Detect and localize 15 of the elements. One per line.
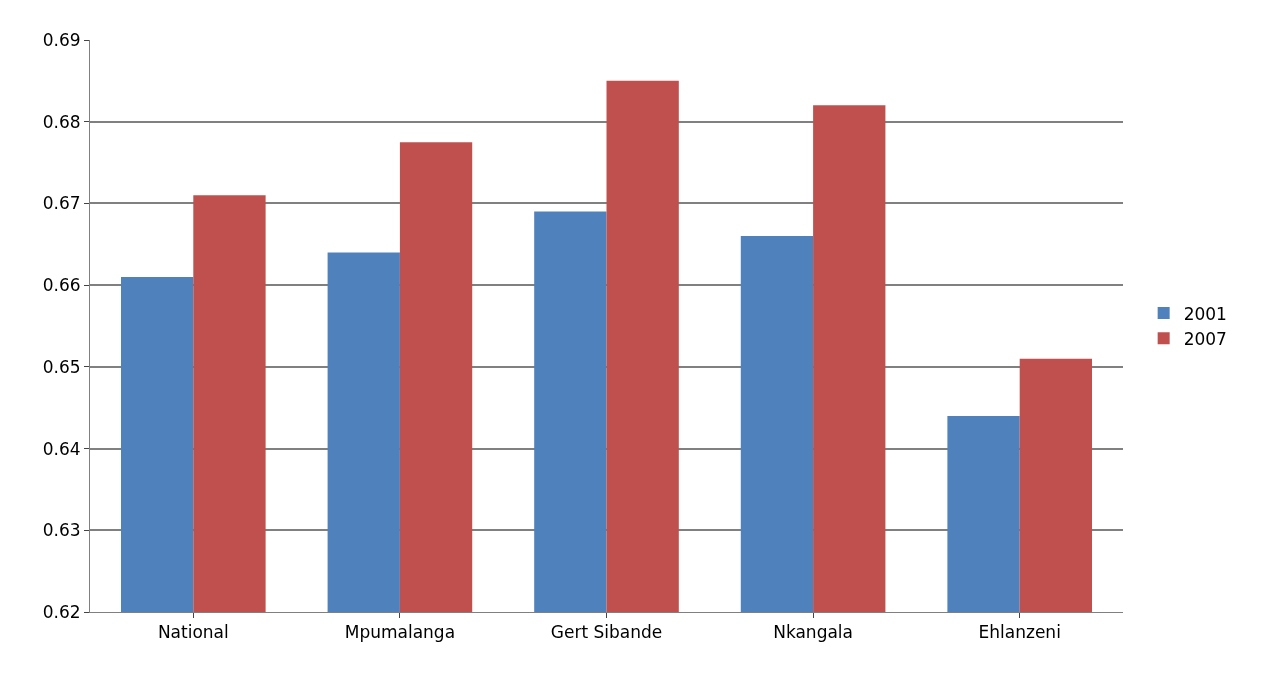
y-tick-label: 0.64 — [42, 438, 81, 459]
x-tick-label: National — [157, 622, 229, 643]
y-tick-label: 0.66 — [42, 275, 81, 296]
legend-label: 2001 — [1183, 303, 1227, 324]
y-tick-label: 0.63 — [42, 520, 81, 541]
y-tick-label: 0.67 — [42, 193, 81, 214]
x-tick-label: Gert Sibande — [550, 622, 663, 643]
x-tick-label: Mpumalanga — [344, 622, 456, 643]
legend-label: 2007 — [1183, 328, 1227, 349]
y-tick-label: 0.62 — [42, 601, 81, 622]
x-tick-label: Nkangala — [773, 622, 854, 643]
y-tick-label: 0.65 — [42, 356, 81, 377]
y-tick-label: 0.69 — [42, 29, 81, 50]
x-tick-label: Ehlanzeni — [978, 622, 1061, 643]
y-tick-label: 0.68 — [42, 111, 81, 132]
